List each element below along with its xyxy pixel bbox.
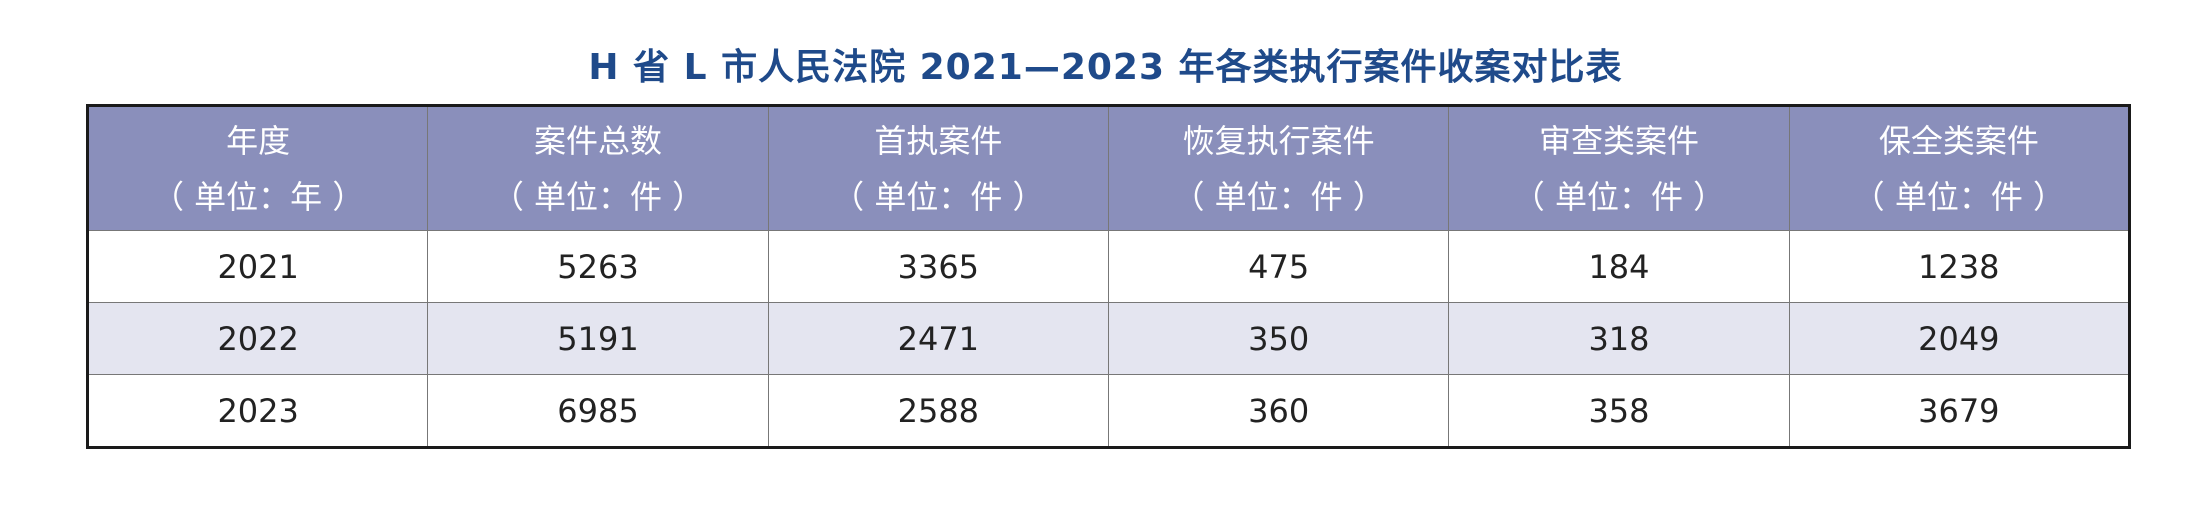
table-header: 年度 （ 单位：年 ） 案件总数 （ 单位：件 ） 首执案件 （ 单位：件 ） …	[86, 105, 2131, 231]
table-cell: 3365	[767, 230, 1109, 303]
header-row: 年度 （ 单位：年 ） 案件总数 （ 单位：件 ） 首执案件 （ 单位：件 ） …	[86, 105, 2131, 231]
header-unit: （ 单位：件 ）	[1852, 177, 2065, 216]
table-row: 2022 5191 2471 350 318 2049	[86, 302, 2131, 375]
header-label: 年度	[226, 121, 291, 160]
table-cell: 6985	[427, 374, 769, 448]
header-total-cases: 案件总数 （ 单位：件 ）	[427, 105, 769, 231]
header-year: 年度 （ 单位：年 ）	[86, 105, 429, 231]
table-cell: 2023	[86, 374, 429, 448]
table-cell: 5191	[427, 302, 769, 375]
table-cell: 360	[1107, 374, 1450, 448]
header-label: 审查类案件	[1538, 121, 1699, 160]
header-unit: （ 单位：件 ）	[491, 177, 705, 216]
header-label: 保全类案件	[1878, 121, 2039, 160]
table-title: H 省 L 市人民法院 2021—2023 年各类执行案件收案对比表	[588, 47, 1623, 88]
table-cell: 350	[1107, 302, 1450, 375]
table-row: 2021 5263 3365 475 184 1238	[86, 230, 2131, 303]
header-unit: （ 单位：年 ）	[151, 177, 365, 216]
table-row: 2023 6985 2588 360 358 3679	[86, 374, 2131, 448]
header-unit: （ 单位：件 ）	[832, 177, 1045, 216]
table-body: 2021 5263 3365 475 184 1238 2022 5191 24…	[86, 230, 2131, 448]
table-cell: 475	[1107, 230, 1450, 303]
header-label: 首执案件	[874, 121, 1003, 160]
table-cell: 184	[1448, 230, 1790, 303]
table-cell: 2049	[1788, 302, 2131, 375]
table-cell: 2471	[767, 302, 1109, 375]
table-cell: 2588	[767, 374, 1109, 448]
table-cell: 358	[1448, 374, 1790, 448]
header-review-cases: 审查类案件 （ 单位：件 ）	[1448, 105, 1790, 231]
header-resumed-execution-cases: 恢复执行案件 （ 单位：件 ）	[1107, 105, 1450, 231]
header-label: 案件总数	[533, 121, 662, 160]
comparison-table: 年度 （ 单位：年 ） 案件总数 （ 单位：件 ） 首执案件 （ 单位：件 ） …	[86, 104, 2131, 449]
header-unit: （ 单位：件 ）	[1512, 177, 1726, 216]
header-first-execution-cases: 首执案件 （ 单位：件 ）	[767, 105, 1109, 231]
header-preservation-cases: 保全类案件 （ 单位：件 ）	[1788, 105, 2131, 231]
table-cell: 1238	[1788, 230, 2131, 303]
table-cell: 2021	[86, 230, 429, 303]
table-cell: 5263	[427, 230, 769, 303]
table-cell: 318	[1448, 302, 1790, 375]
table-cell: 3679	[1788, 374, 2131, 448]
header-label: 恢复执行案件	[1182, 121, 1375, 160]
header-unit: （ 单位：件 ）	[1172, 177, 1385, 216]
table-cell: 2022	[86, 302, 429, 375]
